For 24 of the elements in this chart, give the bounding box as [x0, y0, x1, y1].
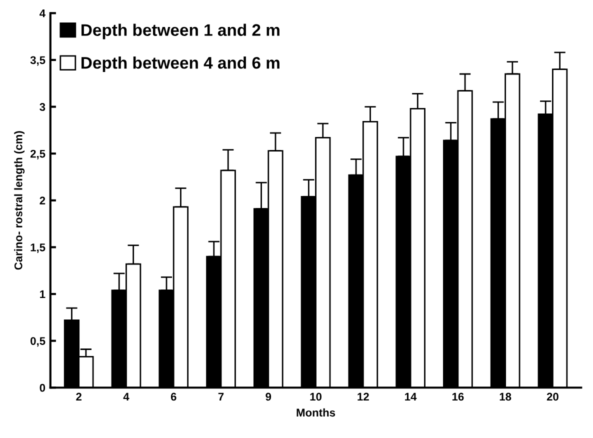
- y-tick-label: 1,5: [30, 244, 46, 253]
- y-tick-label: 3: [40, 103, 46, 111]
- y-tick-label: 2: [40, 196, 46, 204]
- x-tick-label: 2: [76, 392, 82, 401]
- y-tick-label: 0,5: [30, 337, 46, 347]
- x-tick-label: 9: [266, 392, 272, 401]
- x-tick-label: 20: [546, 392, 558, 401]
- y-tick-label: 1: [40, 290, 46, 298]
- y-tick-label: 3,5: [30, 56, 46, 66]
- x-tick-label: 12: [358, 392, 369, 401]
- legend-label: Depth between 1 and 2 m: [82, 24, 280, 40]
- legend-label: Depth between 4 and 6 m: [82, 56, 280, 72]
- y-tick-label: 0: [40, 384, 46, 392]
- x-tick-label: 6: [170, 392, 176, 401]
- x-tick-label: 7: [218, 392, 224, 401]
- y-tick-label: 2,5: [30, 150, 46, 160]
- y-axis-title: Carino- rostral length (cm): [14, 131, 25, 270]
- x-tick-label: 18: [500, 392, 512, 401]
- x-axis-title: Months: [296, 408, 336, 417]
- x-tick-label: 14: [405, 392, 417, 401]
- x-tick-label: 16: [452, 392, 464, 401]
- x-tick-label: 4: [123, 392, 130, 401]
- x-tick-label: 10: [310, 392, 322, 401]
- y-tick-label: 4: [40, 10, 46, 18]
